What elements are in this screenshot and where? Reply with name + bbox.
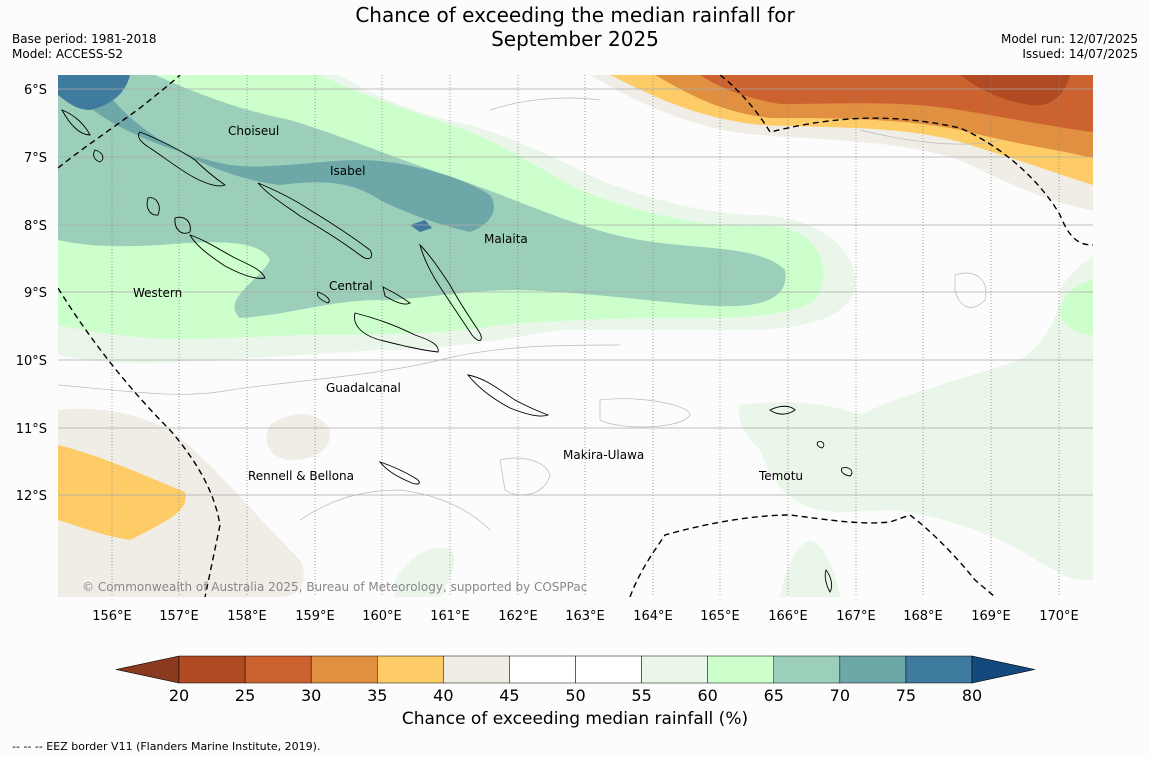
lat-tick-label: 11°S	[16, 422, 47, 437]
colorbar-tick-label: 45	[499, 686, 519, 705]
colorbar-tick-label: 25	[235, 686, 255, 705]
colorbar-tick-label: 65	[764, 686, 784, 705]
region-label-makira-ulawa: Makira-Ulawa	[563, 448, 644, 462]
colorbar-swatch	[178, 655, 246, 684]
colorbar-tick-label: 55	[631, 686, 651, 705]
model-run: Model run: 12/07/2025	[1000, 32, 1138, 46]
colorbar-tick-label: 70	[830, 686, 850, 705]
colorbar-swatch	[773, 655, 841, 684]
colorbar-swatch	[244, 655, 312, 684]
colorbar-tick-label: 35	[367, 686, 387, 705]
lat-tick-label: 8°S	[24, 219, 47, 234]
lon-tick-label: 162°E	[498, 609, 538, 624]
region-label-isabel: Isabel	[330, 164, 365, 178]
colorbar-under-arrow	[115, 655, 180, 684]
model-name: Model: ACCESS-S2	[12, 47, 124, 61]
colorbar-swatch	[905, 655, 973, 684]
colorbar-swatch	[641, 655, 708, 684]
region-label-malaita: Malaita	[484, 232, 528, 246]
colorbar-tick-label: 60	[697, 686, 717, 705]
colorbar-swatch	[310, 655, 378, 684]
colorbar-tick-label: 50	[565, 686, 585, 705]
lat-tick-label: 12°S	[16, 489, 47, 504]
lon-tick-label: 160°E	[362, 609, 402, 624]
lon-tick-label: 165°E	[700, 609, 740, 624]
lon-tick-label: 168°E	[903, 609, 943, 624]
lat-tick-label: 10°S	[16, 354, 47, 369]
region-label-rennell-bellona: Rennell & Bellona	[248, 469, 354, 483]
meta-right: Model run: 12/07/2025 Issued: 14/07/2025	[1001, 32, 1138, 62]
lon-tick-label: 167°E	[836, 609, 876, 624]
title-line-2: September 2025	[491, 27, 659, 51]
lon-tick-label: 163°E	[565, 609, 605, 624]
colorbar: 20 25 30 35 40 45 50 55 60 65 70 75 80	[115, 655, 1036, 705]
lon-tick-label: 161°E	[430, 609, 470, 624]
lon-tick-label: 169°E	[971, 609, 1011, 624]
colorbar-tick-label: 75	[896, 686, 916, 705]
colorbar-title: Chance of exceeding median rainfall (%)	[401, 709, 749, 729]
colorbar-swatch	[707, 655, 775, 684]
lon-tick-label: 158°E	[227, 609, 267, 624]
lat-tick-label: 7°S	[24, 151, 47, 166]
title-line-1: Chance of exceeding the median rainfall …	[355, 3, 795, 27]
lon-tick-label: 164°E	[633, 609, 673, 624]
lon-tick-label: 156°E	[92, 609, 132, 624]
colorbar-swatch	[377, 655, 444, 684]
colorbar-swatch	[443, 655, 510, 684]
lat-tick-label: 9°S	[24, 286, 47, 301]
region-label-temotu: Temotu	[758, 469, 803, 483]
colorbar-swatch	[839, 655, 907, 684]
colorbar-tick-label: 40	[433, 686, 453, 705]
lon-tick-label: 170°E	[1039, 609, 1079, 624]
colorbar-swatch	[575, 655, 642, 684]
colorbar-tick-label: 30	[301, 686, 321, 705]
lon-tick-label: 159°E	[295, 609, 335, 624]
eez-footnote: -- -- -- EEZ border V11 (Flanders Marine…	[12, 740, 321, 753]
rainfall-contours	[58, 75, 1093, 597]
meta-left: Base period: 1981-2018 Model: ACCESS-S2	[12, 32, 157, 62]
map-title: Chance of exceeding the median rainfall …	[0, 3, 1150, 51]
base-period: Base period: 1981-2018	[12, 32, 157, 46]
lat-tick-label: 6°S	[24, 83, 47, 98]
issued-date: Issued: 14/07/2025	[1022, 47, 1138, 61]
colorbar-tick-label: 20	[169, 686, 189, 705]
colorbar-swatch	[509, 655, 576, 684]
lon-tick-label: 157°E	[159, 609, 199, 624]
region-label-central: Central	[329, 279, 373, 293]
region-label-western: Western	[133, 286, 182, 300]
colorbar-over-arrow	[971, 655, 1036, 684]
lon-tick-label: 166°E	[768, 609, 808, 624]
colorbar-tick-label: 80	[962, 686, 982, 705]
region-label-guadalcanal: Guadalcanal	[326, 381, 401, 395]
region-label-choiseul: Choiseul	[228, 124, 279, 138]
copyright-notice: © Commonwealth of Australia 2025, Bureau…	[82, 580, 588, 594]
